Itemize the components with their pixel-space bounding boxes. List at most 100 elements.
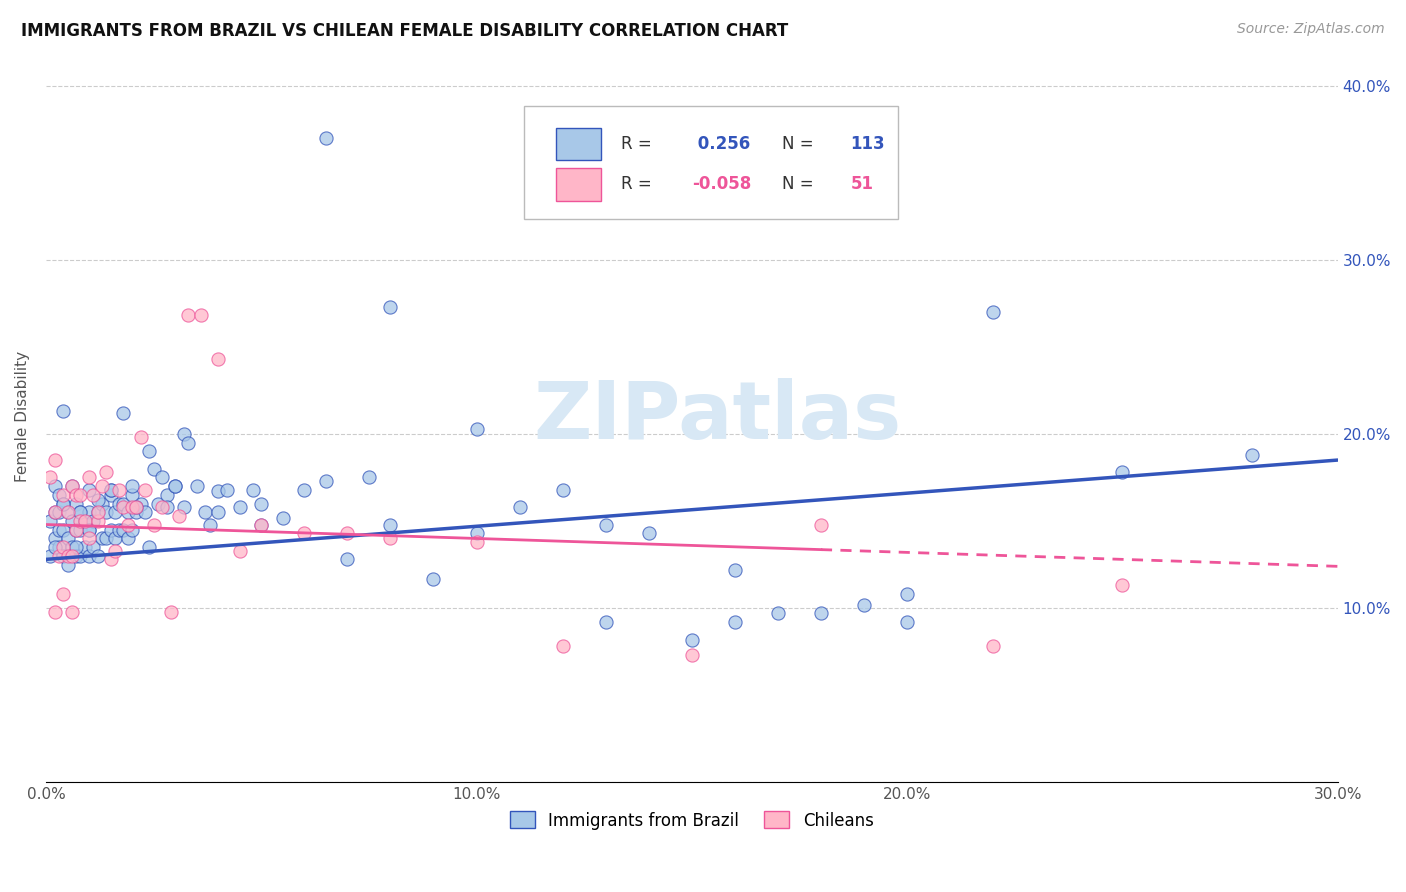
Point bbox=[595, 615, 617, 629]
Point bbox=[52, 404, 75, 418]
Point bbox=[681, 648, 703, 663]
Point bbox=[121, 500, 143, 515]
Point bbox=[48, 505, 70, 519]
Point bbox=[52, 497, 75, 511]
Point bbox=[73, 514, 96, 528]
Point bbox=[91, 497, 114, 511]
Point bbox=[810, 607, 832, 621]
Point bbox=[108, 483, 131, 497]
Point bbox=[56, 558, 79, 572]
Text: IMMIGRANTS FROM BRAZIL VS CHILEAN FEMALE DISABILITY CORRELATION CHART: IMMIGRANTS FROM BRAZIL VS CHILEAN FEMALE… bbox=[21, 22, 789, 40]
Point bbox=[681, 632, 703, 647]
Point bbox=[509, 500, 531, 515]
Point bbox=[65, 488, 87, 502]
Point bbox=[228, 543, 250, 558]
Point bbox=[724, 615, 747, 629]
Point bbox=[146, 497, 169, 511]
Point bbox=[100, 552, 122, 566]
Point bbox=[86, 505, 108, 519]
Y-axis label: Female Disability: Female Disability bbox=[15, 351, 30, 482]
Point bbox=[112, 523, 135, 537]
Point bbox=[69, 488, 91, 502]
Point bbox=[44, 479, 66, 493]
Legend: Immigrants from Brazil, Chileans: Immigrants from Brazil, Chileans bbox=[503, 805, 880, 836]
Point bbox=[173, 500, 195, 515]
Point bbox=[125, 505, 148, 519]
Point bbox=[380, 300, 402, 314]
Point bbox=[39, 470, 62, 484]
Point bbox=[177, 435, 200, 450]
Point bbox=[48, 540, 70, 554]
Point bbox=[551, 483, 574, 497]
Point bbox=[96, 532, 118, 546]
Point bbox=[121, 488, 143, 502]
Point bbox=[194, 505, 217, 519]
Point bbox=[138, 540, 160, 554]
Point bbox=[108, 523, 131, 537]
Point bbox=[215, 483, 238, 497]
Point bbox=[52, 523, 75, 537]
Point bbox=[766, 607, 789, 621]
Point bbox=[228, 500, 250, 515]
Point bbox=[56, 505, 79, 519]
Point bbox=[853, 598, 876, 612]
Point bbox=[551, 640, 574, 654]
Point bbox=[465, 526, 488, 541]
Point bbox=[44, 453, 66, 467]
Text: ZIPatlas: ZIPatlas bbox=[533, 377, 901, 456]
Point bbox=[100, 483, 122, 497]
Point bbox=[250, 517, 273, 532]
Point bbox=[150, 500, 173, 515]
Point bbox=[190, 309, 212, 323]
Point bbox=[112, 497, 135, 511]
Point bbox=[292, 483, 315, 497]
Point bbox=[77, 549, 100, 563]
Point bbox=[142, 462, 165, 476]
Point bbox=[117, 532, 139, 546]
Point bbox=[69, 523, 91, 537]
Point bbox=[65, 540, 87, 554]
Point bbox=[150, 470, 173, 484]
Point bbox=[52, 587, 75, 601]
Point bbox=[77, 505, 100, 519]
Point bbox=[160, 605, 183, 619]
Point bbox=[380, 517, 402, 532]
Point bbox=[65, 523, 87, 537]
Point bbox=[56, 549, 79, 563]
Point bbox=[60, 549, 83, 563]
Point bbox=[138, 444, 160, 458]
Point bbox=[595, 517, 617, 532]
Point bbox=[155, 500, 177, 515]
Point bbox=[56, 505, 79, 519]
Point bbox=[73, 540, 96, 554]
Point bbox=[100, 523, 122, 537]
Point bbox=[207, 351, 229, 366]
Point bbox=[155, 488, 177, 502]
Point bbox=[315, 130, 337, 145]
Text: 51: 51 bbox=[851, 175, 873, 194]
Point bbox=[69, 514, 91, 528]
Point bbox=[207, 484, 229, 499]
Point bbox=[52, 549, 75, 563]
Point bbox=[198, 517, 221, 532]
Point bbox=[65, 497, 87, 511]
Point bbox=[77, 532, 100, 546]
Point bbox=[108, 497, 131, 511]
Point bbox=[52, 540, 75, 554]
Point bbox=[91, 479, 114, 493]
FancyBboxPatch shape bbox=[557, 168, 602, 201]
Point bbox=[336, 552, 359, 566]
Point bbox=[112, 406, 135, 420]
Point bbox=[117, 517, 139, 532]
Point bbox=[100, 483, 122, 497]
Point bbox=[86, 505, 108, 519]
Text: R =: R = bbox=[621, 175, 657, 194]
Point bbox=[896, 615, 918, 629]
Point bbox=[129, 430, 152, 444]
Point bbox=[129, 497, 152, 511]
Point bbox=[39, 514, 62, 528]
Text: -0.058: -0.058 bbox=[692, 175, 751, 194]
Text: Source: ZipAtlas.com: Source: ZipAtlas.com bbox=[1237, 22, 1385, 37]
Point bbox=[44, 532, 66, 546]
Point bbox=[810, 517, 832, 532]
